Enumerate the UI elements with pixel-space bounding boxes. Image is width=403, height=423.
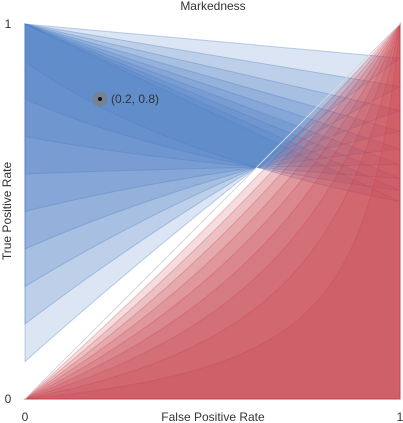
selected-point[interactable]: (0.2, 0.8) <box>92 91 160 107</box>
negative-markedness-contours <box>23 22 401 400</box>
x-tick-label: 0 <box>22 410 29 423</box>
positive-contour-band <box>24 23 401 179</box>
positive-markedness-contours <box>24 23 402 363</box>
point-marker[interactable] <box>98 97 102 101</box>
y-tick-label: 0 <box>5 392 12 406</box>
y-tick-label: 1 <box>5 17 12 31</box>
positive-contour-band <box>24 23 401 192</box>
chart-title: Markedness <box>180 0 245 13</box>
negative-contour-band <box>23 22 401 400</box>
x-axis-label: False Positive Rate <box>161 410 265 423</box>
axes: 0 1 0 1 False Positive Rate True Positiv… <box>0 17 403 423</box>
negative-contour-band <box>24 23 401 400</box>
positive-contour-band <box>24 23 402 288</box>
point-label: (0.2, 0.8) <box>111 92 159 106</box>
y-axis-label: True Positive Rate <box>0 162 14 261</box>
negative-contour-band <box>24 23 401 400</box>
negative-contour-band <box>23 22 401 400</box>
positive-contour-band <box>24 23 401 175</box>
negative-contour-band <box>24 23 401 400</box>
x-tick-label: 1 <box>397 410 403 423</box>
positive-contour-band <box>24 23 402 326</box>
plot-area <box>23 22 402 400</box>
positive-contour-band <box>24 23 401 203</box>
negative-contour-band <box>24 23 401 400</box>
positive-contour-band <box>24 23 402 363</box>
positive-contour-band <box>24 23 401 213</box>
chance-diagonal <box>24 23 401 400</box>
positive-contour-band <box>24 23 401 250</box>
negative-contour-band <box>23 22 401 400</box>
negative-contour-band <box>24 23 401 400</box>
negative-contour-band <box>23 22 401 400</box>
